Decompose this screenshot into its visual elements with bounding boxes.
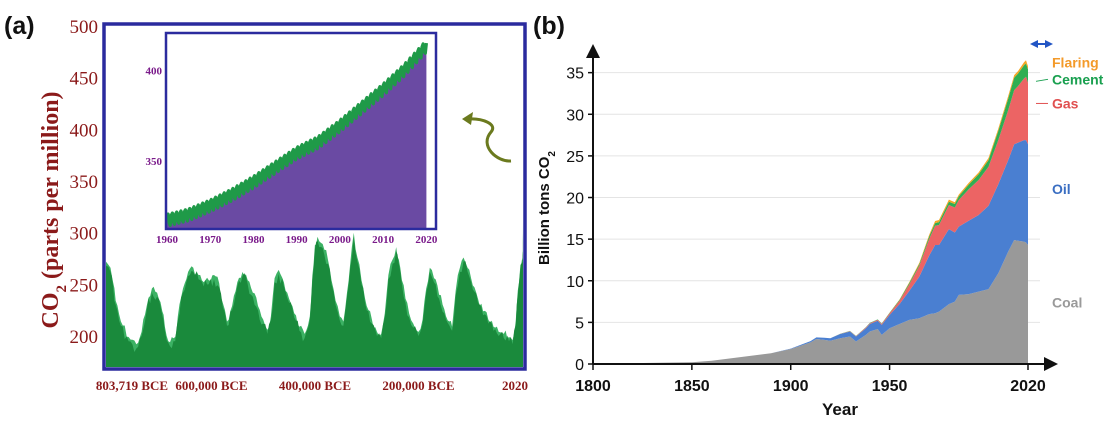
panel-a-inset-line [165, 42, 428, 227]
panel-b-x-tick-label: 1900 [773, 378, 809, 395]
panel-a-y-tick-label: 200 [70, 327, 99, 348]
panel-a-y-axis-title: CO2 (parts per million) [38, 91, 70, 328]
panel-a-inset-y-tick-label: 400 [146, 65, 163, 77]
panel-b-label-coal: Coal [1052, 294, 1082, 310]
panel-b-y-tick-label: 20 [566, 191, 584, 208]
panel-a-y-tick-label: 250 [70, 275, 99, 296]
panel-b-label: (b) [533, 12, 565, 40]
panel-a-y-tick-label: 300 [70, 224, 99, 245]
panel-a-inset: 400 350 1960 1970 1980 1990 2000 2010 2020 [146, 31, 438, 246]
panel-b-stacked-areas [593, 60, 1028, 364]
panel-b-y-tick-label: 10 [566, 274, 584, 291]
panel-b-label-gas: Gas [1052, 95, 1079, 111]
panel-a-inset-y-ticks: 400 350 [146, 65, 163, 168]
panel-a-y-ticks: 500 450 400 350 300 250 200 [70, 17, 99, 348]
panel-a-curved-arrow [467, 117, 512, 163]
panel-a-inset-y-tick-label: 350 [146, 156, 163, 168]
panel-b-x-axis-title: Year [822, 400, 858, 419]
panel-b-y-tick-label: 30 [566, 107, 584, 124]
panel-a-curved-arrow-head [462, 112, 473, 125]
panel-b-x-axis-arrowhead [1044, 357, 1058, 371]
panel-a-y-tick-label: 450 [70, 69, 99, 90]
panel-b-y-tick-label: 0 [575, 357, 584, 374]
panel-b-area-coal [593, 240, 1028, 364]
panel-a-y-tick-label: 350 [70, 172, 99, 193]
panel-b-y-ticks: 0 5 10 15 20 25 30 35 [566, 66, 593, 374]
panel-a-x-ticks: 803,719 BCE 600,000 BCE 400,000 BCE 200,000… [96, 378, 528, 393]
panel-b-y-tick-label: 25 [566, 149, 584, 166]
panel-a-inset-x-tick-label: 2000 [329, 234, 352, 246]
panel-a-label: (a) [4, 12, 35, 40]
panel-b-y-tick-label: 15 [566, 232, 584, 249]
panel-a-inset-x-tick-label: 1990 [286, 234, 309, 246]
panel-a-x-tick-label: 803,719 BCE [96, 378, 168, 393]
panel-a-y-tick-label: 500 [70, 17, 99, 38]
panel-a-x-tick-label: 600,000 BCE [175, 378, 247, 393]
panel-a-inset-x-ticks: 1960 1970 1980 1990 2000 2010 2020 [156, 234, 438, 246]
panel-b-x-tick-label: 2020 [1010, 378, 1046, 395]
panel-a-inset-frame [164, 31, 438, 231]
panel-a-co2-ppm-chart: (a) CO2 (parts per million) 500 450 400 350… [4, 12, 528, 393]
panel-a-x-tick-label: 2020 [502, 378, 528, 393]
panel-a-inset-area [165, 42, 428, 228]
panel-b-label-flaring: Flaring [1052, 55, 1099, 71]
panel-b-y-axis-arrowhead [586, 44, 600, 58]
panel-a-co2-area [106, 110, 523, 368]
panel-b-area-oil [593, 140, 1028, 364]
panel-b-double-arrow [1030, 40, 1053, 48]
panel-b-x-tick-label: 1800 [575, 378, 611, 395]
panel-a-x-tick-label: 400,000 BCE [279, 378, 351, 393]
panel-b-x-ticks: 1800 1850 1900 1950 2020 [575, 364, 1046, 395]
panel-a-inset-x-tick-label: 1980 [242, 234, 265, 246]
panel-a-inset-x-tick-label: 2010 [372, 234, 395, 246]
panel-b-y-tick-label: 5 [575, 315, 584, 332]
panel-b-y-tick-label: 35 [566, 66, 584, 83]
panel-a-inset-x-tick-label: 1960 [156, 234, 179, 246]
panel-a-inset-x-tick-label: 2020 [415, 234, 438, 246]
panel-a-x-tick-label: 200,000 BCE [382, 378, 454, 393]
panel-b-x-tick-label: 1950 [872, 378, 908, 395]
panel-a-y-tick-label: 400 [70, 120, 99, 141]
panel-b-label-cement: Cement [1052, 71, 1104, 87]
panel-a-inset-x-tick-label: 1970 [199, 234, 222, 246]
panel-b-x-tick-label: 1850 [674, 378, 710, 395]
panel-b-y-axis-title: Billion tons CO2 [536, 151, 558, 265]
panel-b-label-oil: Oil [1052, 181, 1071, 197]
panel-a-frame [102, 22, 527, 371]
panel-a-co2-area-dark [106, 114, 523, 368]
panel-a-inset-fill [167, 43, 427, 228]
panel-b-cement-leader [1035, 78, 1049, 82]
